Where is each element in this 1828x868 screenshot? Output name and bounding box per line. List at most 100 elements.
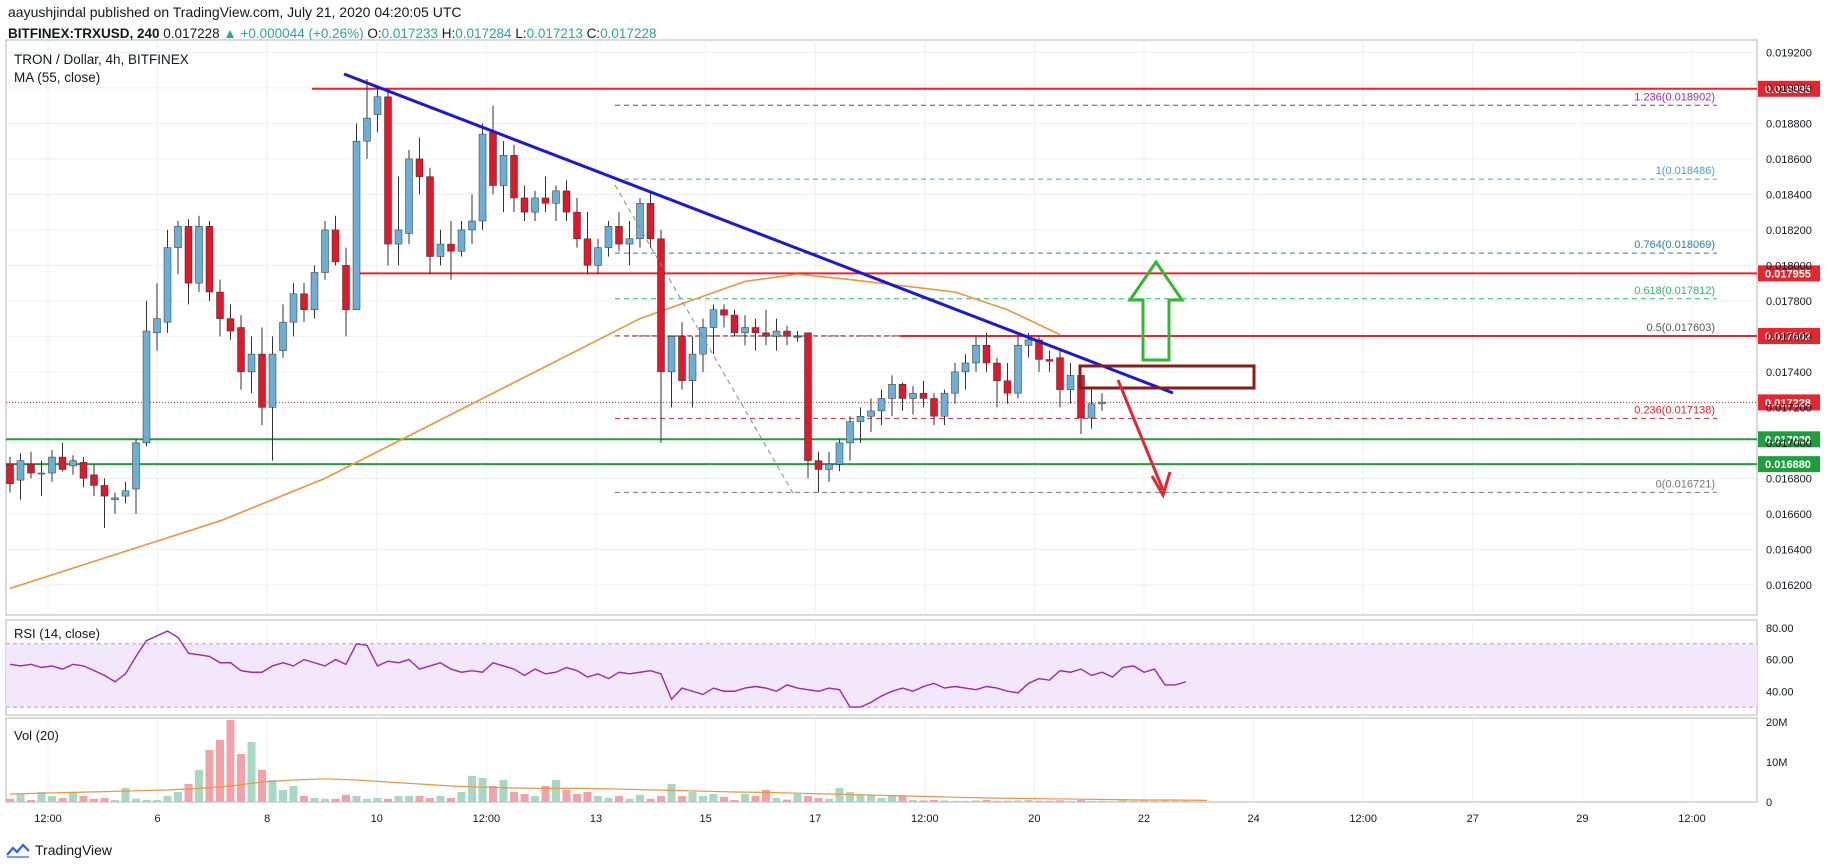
volume-bar (835, 788, 844, 802)
y-tick-label: 0.017000 (1766, 438, 1812, 450)
volume-bar (195, 770, 203, 802)
x-tick-label: 17 (809, 813, 821, 825)
x-tick-label: 12:00 (1678, 813, 1706, 825)
y-tick-label: 0.016600 (1766, 509, 1812, 521)
horizontal-levels: 0.018995 0.017955 0.017602 0.017228 0.017020… (6, 80, 1820, 473)
main-chart-title: TRON / Dollar, 4h, BITFINEX (14, 52, 189, 67)
volume-bar (352, 796, 361, 802)
candle-body (583, 238, 592, 266)
volume-bar (268, 780, 277, 802)
volume-bar (783, 799, 791, 802)
candle-body (79, 462, 88, 479)
volume-bar (646, 798, 655, 802)
publish-info: published on TradingView.com, July 21, 2… (89, 4, 462, 20)
price-tag (1758, 265, 1820, 282)
footer-brand[interactable]: TradingView (35, 842, 113, 858)
candle-body (751, 327, 760, 334)
volume-bar (499, 780, 508, 802)
volume-bar (58, 798, 67, 802)
x-tick-label: 22 (1138, 813, 1150, 825)
candle-body (142, 330, 151, 444)
low-value: 0.017213 (526, 26, 583, 41)
volume-bar (247, 742, 256, 802)
volume-tick-label: 0 (1766, 797, 1772, 809)
candle-body (961, 362, 970, 373)
candle-body (27, 463, 35, 474)
volume-bar (888, 796, 896, 802)
volume-title: Vol (20) (14, 728, 59, 743)
volume-bar (1108, 801, 1117, 802)
fib-label: 0.764(0.018069) (1634, 239, 1715, 251)
candle-body (846, 421, 854, 444)
candle-body (478, 133, 487, 222)
volume-bar (825, 798, 833, 802)
candle-body (793, 336, 802, 338)
candle-body (489, 132, 497, 186)
volume-bar (1035, 800, 1043, 802)
price-tag (1758, 431, 1820, 448)
candle-body (90, 474, 98, 486)
candle-body (856, 415, 865, 422)
volume-bar (1045, 800, 1054, 802)
footer: TradingView (6, 842, 112, 858)
volume-tick-label: 10M (1766, 757, 1787, 769)
volume-bar (90, 798, 98, 802)
volume-bar (384, 798, 392, 802)
x-tick-label: 12:00 (911, 813, 939, 825)
volume-bar (688, 792, 697, 802)
candle-body (678, 336, 686, 381)
volume-bar (48, 796, 56, 802)
volume-bar (1129, 800, 1138, 802)
candle-body (562, 190, 571, 213)
volume-bar (636, 794, 644, 802)
volume-bar (373, 798, 382, 802)
candle-body (289, 293, 298, 323)
volume-bar (573, 794, 581, 802)
volume-bar (657, 796, 665, 802)
candle-body (741, 327, 749, 334)
candle-body (111, 497, 119, 500)
volume-bar (604, 798, 613, 802)
author-name[interactable]: aayushjindal (8, 4, 86, 20)
candle-body (888, 384, 896, 399)
rsi-line (9, 630, 1187, 708)
candle-body (541, 197, 550, 204)
price-tag-label: 0.017020 (1765, 434, 1811, 446)
tradingview-logo-icon (6, 843, 30, 858)
volume-bar (730, 800, 739, 802)
volume-bar (174, 792, 182, 802)
candle-body (394, 229, 403, 245)
candle-body (636, 203, 644, 240)
volume-bar (237, 754, 245, 802)
fib-label: 1(0.018486) (1656, 165, 1715, 177)
volume-bar (310, 798, 319, 802)
candle-body (205, 226, 214, 293)
candle-body (783, 330, 791, 337)
rsi-tick-label: 60.00 (1766, 655, 1794, 667)
volume-bar (184, 784, 193, 802)
x-tick-label: 8 (264, 813, 270, 825)
volume-bar (972, 800, 980, 802)
candle-body (6, 463, 14, 484)
candle-body (1066, 375, 1075, 390)
volume-bar (1182, 800, 1190, 802)
candle-body (1056, 357, 1064, 390)
volume-bar (6, 798, 14, 802)
volume-bar (405, 796, 413, 802)
candle-body (814, 460, 823, 470)
volume-bar (289, 786, 298, 802)
volume-bar (1140, 800, 1148, 802)
volume-bar (520, 794, 529, 802)
x-tick-label: 12:00 (34, 813, 62, 825)
volume-pane (6, 720, 1208, 802)
low-label: L: (515, 26, 527, 41)
candle-body (342, 265, 350, 311)
volume-pane-frame (5, 717, 1758, 803)
x-tick-label: 13 (590, 813, 602, 825)
candle-body (657, 238, 665, 373)
ma-indicator-label: MA (55, close) (14, 70, 100, 85)
candle-body (688, 353, 697, 381)
volume-bar (909, 800, 917, 802)
candle-body (258, 353, 266, 408)
